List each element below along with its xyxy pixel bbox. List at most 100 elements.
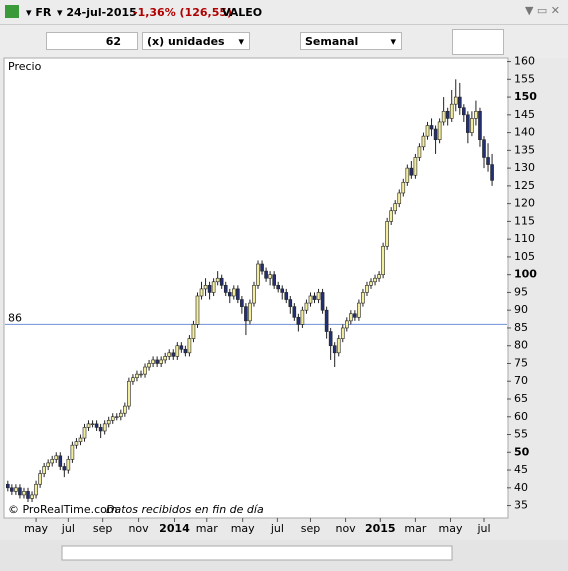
candle-body — [449, 103, 454, 119]
candle-body — [349, 313, 353, 322]
candle-body — [417, 146, 422, 158]
y-tick-label: 85 — [514, 321, 528, 334]
panel-label: Precio — [8, 60, 42, 73]
y-tick-label: 110 — [514, 232, 535, 245]
units-select[interactable]: (x) unidades ▾ — [142, 32, 250, 50]
x-tick-label: may — [439, 522, 463, 535]
candle-body — [353, 313, 357, 318]
x-tick-label: mar — [404, 522, 426, 535]
x-tick-label: 2015 — [365, 522, 396, 535]
y-tick-label: 125 — [514, 179, 535, 192]
date-text: 24-jul-2015 — [66, 6, 137, 19]
toolbar: 62 (x) unidades ▾ Semanal ▾ — [0, 25, 568, 58]
candle-body — [10, 487, 14, 492]
candle-body — [110, 416, 115, 421]
candle-body — [272, 274, 276, 286]
candle-body — [369, 281, 373, 286]
candle-body — [131, 377, 135, 382]
y-tick-label: 155 — [514, 72, 535, 85]
candle-body — [187, 338, 192, 354]
y-tick-label: 50 — [514, 445, 530, 458]
candle-body — [425, 125, 430, 137]
candle-body — [381, 245, 385, 275]
y-tick-label: 115 — [514, 214, 535, 227]
window-buttons[interactable]: ▼ ▭ ✕ — [524, 4, 560, 17]
candle-body — [284, 292, 289, 300]
y-tick-label: 100 — [514, 268, 537, 281]
indicator-button[interactable] — [452, 29, 504, 55]
x-tick-label: nov — [128, 522, 149, 535]
x-tick-label: jul — [61, 522, 75, 535]
candle-body — [62, 466, 67, 471]
candle-body — [288, 299, 293, 307]
candle-body — [320, 292, 325, 311]
candle-body — [167, 352, 172, 357]
scrollbar[interactable] — [61, 545, 453, 561]
candle-body — [38, 473, 42, 485]
candle-body — [98, 427, 103, 432]
x-tick-label: sep — [301, 522, 320, 535]
candle-body — [256, 263, 260, 286]
candle-body — [203, 285, 208, 290]
candle-body — [490, 164, 494, 181]
period-select[interactable]: Semanal ▾ — [300, 32, 402, 50]
candle-body — [466, 114, 470, 133]
candle-body — [26, 491, 30, 499]
x-tick-label: jul — [476, 522, 490, 535]
candle-body — [219, 277, 224, 286]
y-tick-label: 60 — [514, 410, 528, 423]
candle-body — [401, 182, 406, 194]
candle-body — [332, 345, 337, 354]
candle-body — [207, 285, 212, 293]
candle-body — [50, 459, 55, 464]
candle-body — [175, 345, 180, 357]
y-tick-label: 35 — [514, 499, 528, 512]
candle-body — [54, 455, 59, 460]
candle-body — [58, 455, 63, 467]
candle-body — [252, 285, 256, 304]
candle-body — [421, 135, 426, 148]
candle-body — [377, 274, 381, 279]
candle-body — [171, 352, 176, 357]
candle-body — [385, 221, 389, 247]
candle-body — [453, 96, 458, 105]
y-tick-label: 75 — [514, 356, 528, 369]
symbol-menu[interactable]: ▾ FR — [26, 6, 52, 19]
y-tick-label: 150 — [514, 90, 537, 103]
candle-body — [106, 420, 111, 425]
candle-body — [344, 320, 349, 329]
candle-body — [409, 167, 414, 176]
units: (x) unidades — [147, 35, 225, 48]
candle-body — [292, 306, 297, 318]
candle-body — [215, 277, 220, 283]
candle-body — [457, 96, 462, 109]
quantity-input[interactable]: 62 — [46, 32, 138, 50]
candle-body — [183, 348, 188, 354]
candle-body — [429, 125, 434, 130]
candle-body — [155, 359, 159, 364]
candle-body — [312, 295, 317, 300]
candle-body — [340, 327, 345, 339]
candle-body — [308, 295, 313, 304]
candle-body — [86, 423, 91, 428]
candle-body — [195, 295, 200, 325]
y-tick-label: 105 — [514, 250, 535, 263]
candle-body — [211, 281, 216, 293]
candle-body — [14, 487, 18, 492]
candle-body — [361, 292, 365, 304]
candle-body — [191, 324, 196, 339]
title-bar: ▾ FR ▾ 24-jul-2015 -1,36% (126,55) VALEO… — [0, 0, 568, 25]
y-tick-label: 130 — [514, 161, 535, 174]
candle-body — [268, 274, 272, 279]
data-note: Datos recibidos en fin de día — [106, 503, 264, 516]
candle-body — [300, 309, 305, 325]
instrument-name: VALEO — [222, 6, 263, 19]
candle-body — [296, 317, 301, 325]
candle-body — [90, 423, 95, 425]
candle-body — [462, 107, 466, 116]
candle-body — [397, 192, 402, 204]
candle-body — [324, 309, 329, 332]
date: ▾ 24-jul-2015 — [57, 6, 137, 19]
candle-body — [82, 427, 87, 439]
